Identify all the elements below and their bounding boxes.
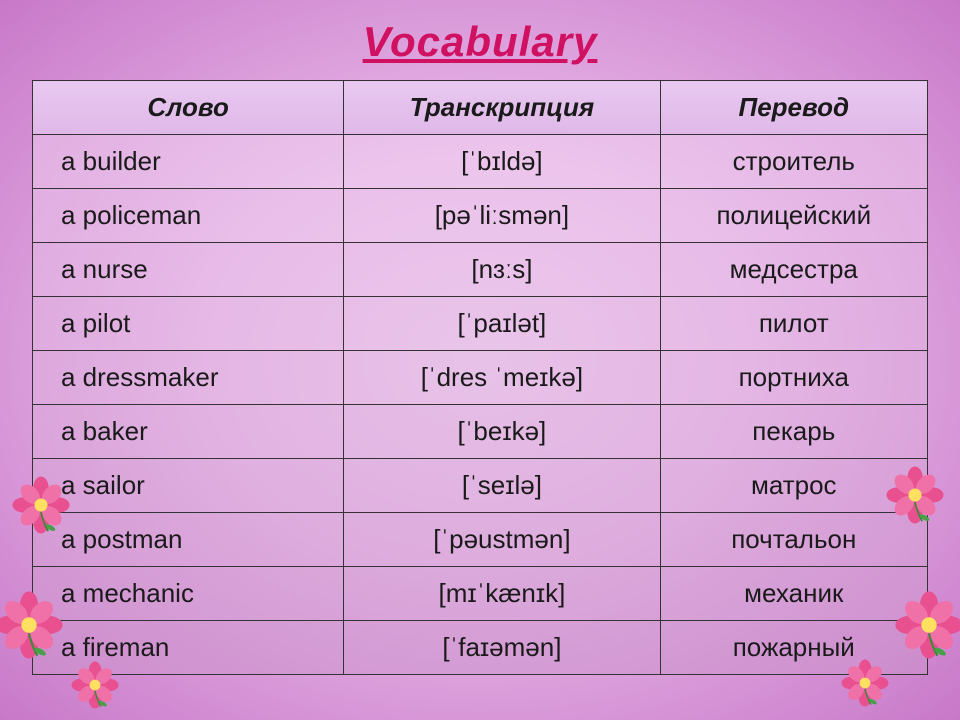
cell-transcription: [ˈpəustmən] — [344, 513, 660, 567]
cell-translation: строитель — [660, 135, 927, 189]
cell-translation: медсестра — [660, 243, 927, 297]
col-header-word: Слово — [33, 81, 344, 135]
table-row: a fireman[ˈfaɪəmən]пожарный — [33, 621, 928, 675]
flower-icon — [885, 465, 945, 525]
table-row: a builder[ˈbɪldə]строитель — [33, 135, 928, 189]
cell-transcription: [ˈbɪldə] — [344, 135, 660, 189]
flower-icon — [71, 661, 120, 710]
vocab-table-wrap: Слово Транскрипция Перевод a builder[ˈbɪ… — [32, 80, 928, 675]
header-row: Слово Транскрипция Перевод — [33, 81, 928, 135]
col-header-translation: Перевод — [660, 81, 927, 135]
cell-translation: пекарь — [660, 405, 927, 459]
cell-word: a pilot — [33, 297, 344, 351]
cell-translation: механик — [660, 567, 927, 621]
cell-word: a mechanic — [33, 567, 344, 621]
table-row: a mechanic[mɪˈkænɪk]механик — [33, 567, 928, 621]
flower-icon — [11, 475, 71, 535]
cell-word: a nurse — [33, 243, 344, 297]
table-row: a nurse[nɜːs]медсестра — [33, 243, 928, 297]
table-row: a sailor[ˈseɪlə]матрос — [33, 459, 928, 513]
flower-icon — [0, 590, 64, 660]
table-row: a policeman[pəˈliːsmən]полицейский — [33, 189, 928, 243]
table-row: a pilot[ˈpaɪlət]пилот — [33, 297, 928, 351]
table-row: a dressmaker[ˈdres ˈmeɪkə]портниха — [33, 351, 928, 405]
flower-icon — [841, 659, 890, 708]
cell-transcription: [ˈfaɪəmən] — [344, 621, 660, 675]
flower-icon — [894, 590, 960, 660]
table-row: a baker[ˈbeɪkə]пекарь — [33, 405, 928, 459]
cell-word: a postman — [33, 513, 344, 567]
cell-transcription: [ˈbeɪkə] — [344, 405, 660, 459]
cell-transcription: [ˈdres ˈmeɪkə] — [344, 351, 660, 405]
vocab-table: Слово Транскрипция Перевод a builder[ˈbɪ… — [32, 80, 928, 675]
cell-word: a sailor — [33, 459, 344, 513]
cell-translation: портниха — [660, 351, 927, 405]
cell-transcription: [ˈseɪlə] — [344, 459, 660, 513]
cell-word: a baker — [33, 405, 344, 459]
col-header-transcription: Транскрипция — [344, 81, 660, 135]
cell-transcription: [nɜːs] — [344, 243, 660, 297]
cell-word: a builder — [33, 135, 344, 189]
cell-translation: полицейский — [660, 189, 927, 243]
cell-transcription: [mɪˈkænɪk] — [344, 567, 660, 621]
cell-word: a dressmaker — [33, 351, 344, 405]
cell-transcription: [ˈpaɪlət] — [344, 297, 660, 351]
cell-word: a policeman — [33, 189, 344, 243]
cell-transcription: [pəˈliːsmən] — [344, 189, 660, 243]
table-row: a postman[ˈpəustmən]почтальон — [33, 513, 928, 567]
cell-translation: пилот — [660, 297, 927, 351]
page-title: Vocabulary — [0, 0, 960, 80]
